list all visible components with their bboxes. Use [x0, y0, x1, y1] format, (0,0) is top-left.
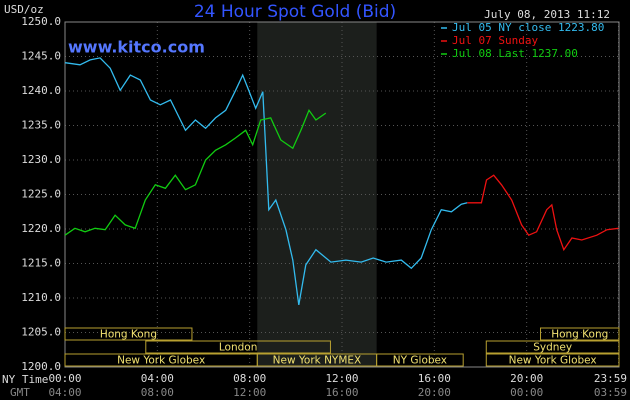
x-tick-label: 04:00	[141, 372, 174, 385]
session-box	[145, 340, 331, 354]
y-axis-label: USD/oz	[4, 3, 44, 16]
series-line	[467, 174, 619, 252]
x2-tick-label: 04:00	[48, 386, 81, 399]
legend-label: Jul 05 NY close 1223.80	[452, 21, 604, 34]
y-tick-label: 1220.0	[21, 222, 61, 235]
session-label: New York Globex	[117, 355, 205, 367]
x2-tick-label: 20:00	[418, 386, 451, 399]
legend-label: Jul 07 Sunday	[452, 34, 538, 47]
series-line	[64, 57, 468, 306]
x-tick-label: 16:00	[418, 372, 451, 385]
session-label: NY Globex	[393, 355, 447, 367]
x2-tick-label: 03:59	[594, 386, 627, 399]
x2-tick-label: 00:00	[510, 386, 543, 399]
y-tick-label: 1250.0	[21, 15, 61, 28]
x-tick-label: 00:00	[48, 372, 81, 385]
x-axis-label: NY Time	[2, 373, 48, 386]
y-tick-label: 1240.0	[21, 84, 61, 97]
x2-axis-label: GMT	[10, 386, 30, 399]
session-label: Hong Kong	[100, 329, 157, 341]
plot-frame	[64, 21, 620, 368]
y-tick-label: 1215.0	[21, 257, 61, 270]
y-tick-label: 1200.0	[21, 360, 61, 373]
x2-tick-label: 12:00	[233, 386, 266, 399]
session-label: Sydney	[533, 342, 572, 354]
session-label: New York NYMEX	[273, 355, 362, 367]
y-tick-label: 1210.0	[21, 291, 61, 304]
x-tick-label: 20:00	[510, 372, 543, 385]
y-tick-label: 1230.0	[21, 153, 61, 166]
legend-label: Jul 08 Last 1237.00	[452, 47, 578, 60]
y-tick-label: 1245.0	[21, 50, 61, 63]
x-tick-label: 08:00	[233, 372, 266, 385]
chart-title: 24 Hour Spot Gold (Bid)	[194, 2, 396, 22]
session-box	[540, 327, 620, 341]
session-box	[376, 353, 464, 367]
series-line	[64, 108, 327, 236]
x-tick-label: 12:00	[325, 372, 358, 385]
y-tick-label: 1205.0	[21, 326, 61, 339]
session-label: London	[219, 342, 258, 354]
session-label: Hong Kong	[551, 329, 608, 341]
session-label: New York Globex	[509, 355, 597, 367]
x2-tick-label: 08:00	[141, 386, 174, 399]
session-box	[64, 327, 193, 341]
x2-tick-label: 16:00	[325, 386, 358, 399]
watermark: www.kitco.com	[68, 38, 205, 57]
y-tick-label: 1235.0	[21, 119, 61, 132]
session-box	[485, 340, 620, 354]
chart-subtitle: July 08, 2013 11:12	[484, 8, 610, 21]
x-tick-label: 23:59	[594, 372, 627, 385]
session-box	[485, 353, 620, 367]
shaded-range	[257, 22, 377, 367]
y-tick-label: 1225.0	[21, 188, 61, 201]
